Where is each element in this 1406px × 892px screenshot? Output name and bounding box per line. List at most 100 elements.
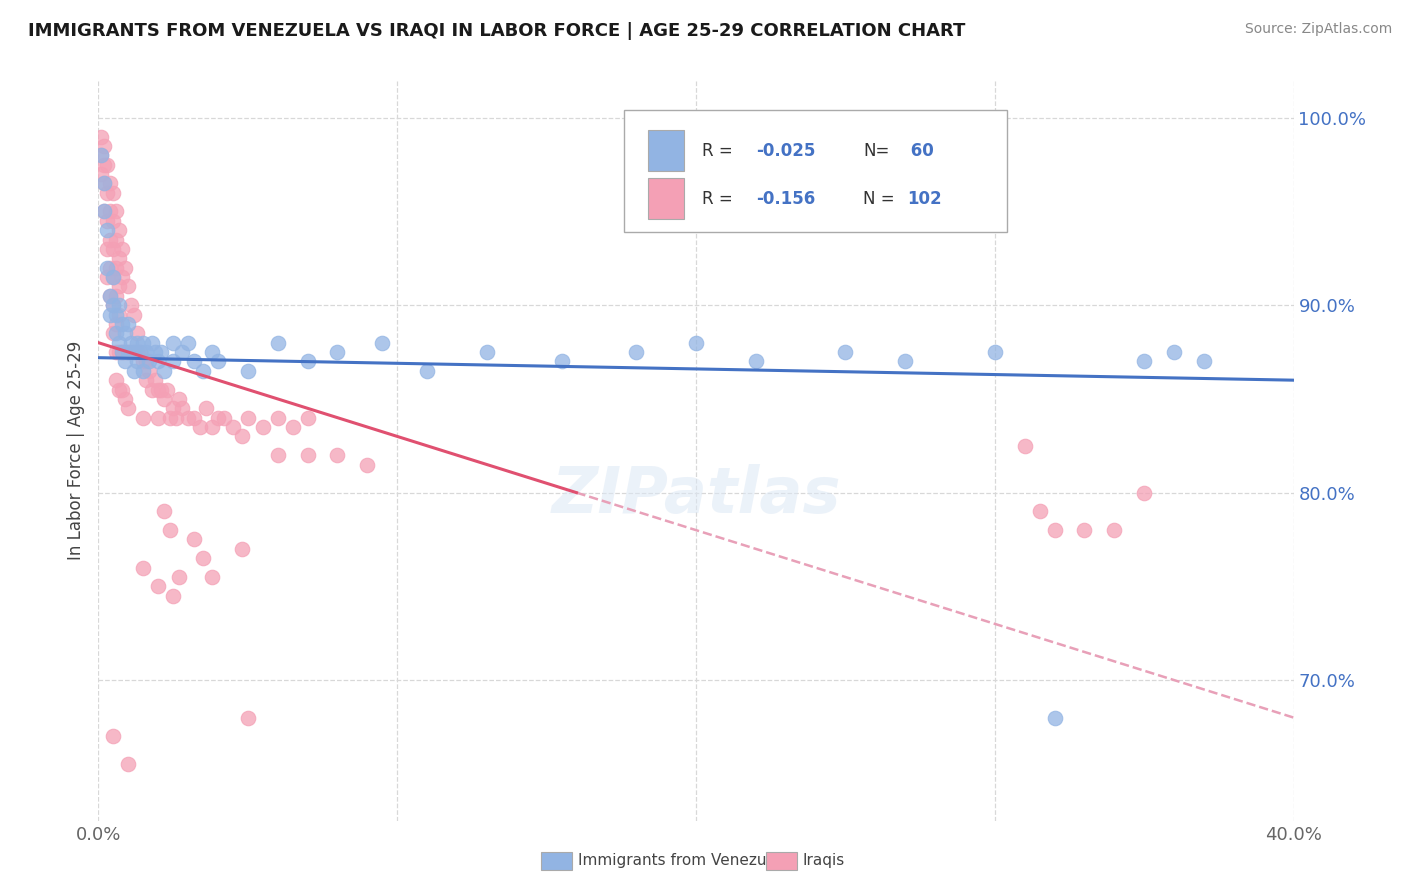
Point <box>195 401 218 416</box>
Point <box>120 298 142 312</box>
Point <box>1104 523 1126 537</box>
Text: IMMIGRANTS FROM VENEZUELA VS IRAQI IN LABOR FORCE | AGE 25-29 CORRELATION CHART: IMMIGRANTS FROM VENEZUELA VS IRAQI IN LA… <box>28 22 966 40</box>
Point <box>108 383 131 397</box>
Point <box>98 289 122 303</box>
Point <box>153 504 176 518</box>
Point <box>132 560 155 574</box>
Point <box>105 308 128 322</box>
Point <box>156 383 179 397</box>
Point <box>127 345 149 359</box>
Point <box>371 335 394 350</box>
FancyBboxPatch shape <box>648 178 685 219</box>
Point <box>150 383 173 397</box>
Point <box>103 186 125 200</box>
Point <box>745 354 768 368</box>
Point <box>297 448 319 462</box>
Point <box>124 345 146 359</box>
Point <box>132 410 155 425</box>
Point <box>105 345 128 359</box>
Point <box>93 177 115 191</box>
Point <box>984 345 1007 359</box>
Point <box>111 242 134 256</box>
Point <box>1192 354 1215 368</box>
Point <box>183 354 205 368</box>
Point <box>326 448 349 462</box>
Point <box>103 242 125 256</box>
Point <box>222 420 245 434</box>
Point <box>93 204 115 219</box>
Point <box>165 410 187 425</box>
Point <box>252 420 274 434</box>
Point <box>117 279 139 293</box>
Point <box>96 260 118 275</box>
Point <box>111 383 134 397</box>
Point <box>103 270 125 285</box>
Point <box>114 392 136 406</box>
Point <box>103 298 125 312</box>
Point <box>172 345 194 359</box>
Point <box>108 223 131 237</box>
Text: 60: 60 <box>905 142 934 160</box>
Point <box>236 364 259 378</box>
Point <box>231 541 253 556</box>
Point <box>117 345 139 359</box>
Point <box>143 345 166 359</box>
Point <box>96 214 118 228</box>
Point <box>135 373 157 387</box>
Point <box>159 523 181 537</box>
Point <box>138 364 160 378</box>
Point <box>103 270 125 285</box>
Point <box>162 401 184 416</box>
Point <box>201 345 224 359</box>
Point <box>124 364 146 378</box>
Point <box>207 410 229 425</box>
Point <box>162 589 184 603</box>
Point <box>98 308 122 322</box>
Point <box>93 177 115 191</box>
Point <box>148 354 170 368</box>
Point <box>108 298 131 312</box>
Point <box>177 410 200 425</box>
Point <box>98 204 122 219</box>
Point <box>201 420 224 434</box>
Point <box>114 326 136 341</box>
Point <box>124 345 146 359</box>
Point <box>231 429 253 443</box>
Point <box>105 317 128 331</box>
Point <box>103 729 125 743</box>
Point <box>111 270 134 285</box>
Point <box>105 373 128 387</box>
Text: N=: N= <box>863 142 890 160</box>
Point <box>96 223 118 237</box>
Point <box>96 158 118 172</box>
Point <box>1043 523 1066 537</box>
Point <box>132 335 155 350</box>
Point <box>114 354 136 368</box>
Point <box>98 233 122 247</box>
Point <box>98 260 122 275</box>
Point <box>267 335 290 350</box>
Point <box>159 410 181 425</box>
Point <box>201 570 224 584</box>
Point <box>108 252 131 266</box>
Point <box>96 242 118 256</box>
Point <box>1014 439 1036 453</box>
Point <box>416 364 439 378</box>
Point <box>117 757 139 772</box>
Point <box>120 335 142 350</box>
Point <box>103 214 125 228</box>
Point <box>834 345 856 359</box>
FancyBboxPatch shape <box>648 130 685 171</box>
Point <box>894 354 917 368</box>
Point <box>105 289 128 303</box>
Point <box>90 148 112 162</box>
Point <box>90 167 112 181</box>
Point <box>96 270 118 285</box>
Point <box>129 345 152 359</box>
Point <box>550 354 572 368</box>
Point <box>127 326 149 341</box>
Point <box>191 551 214 566</box>
Point <box>148 410 170 425</box>
Point <box>124 308 146 322</box>
Point <box>685 335 707 350</box>
